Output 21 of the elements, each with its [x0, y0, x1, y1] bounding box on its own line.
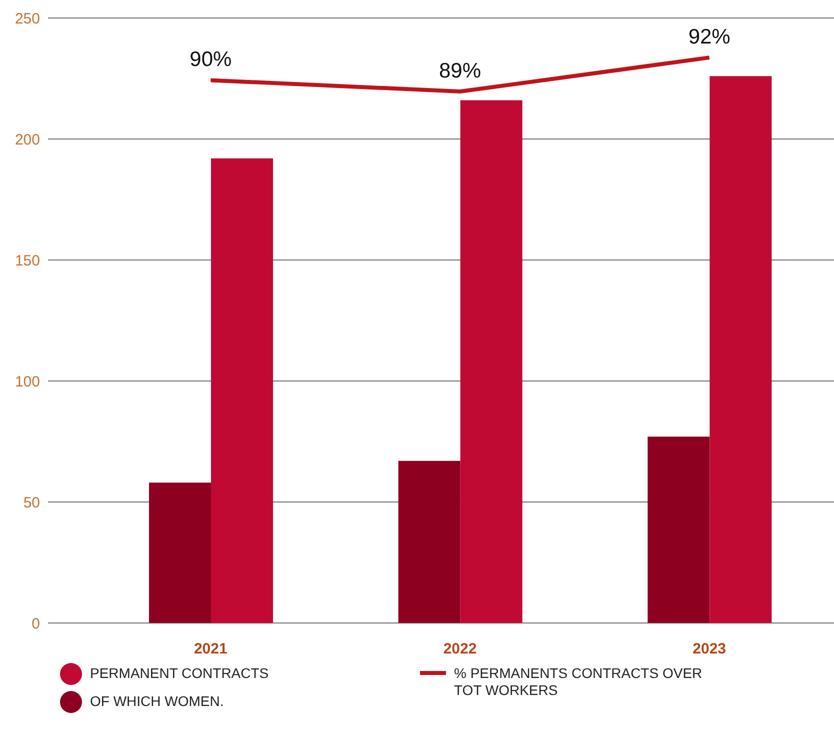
y-tick-label: 0	[32, 615, 40, 632]
x-tick-label: 2022	[443, 640, 477, 658]
y-tick-label: 150	[14, 252, 40, 270]
x-tick-label: 2023	[692, 640, 726, 658]
bar	[710, 76, 772, 623]
data-label: 89%	[438, 60, 482, 83]
legend-label: % PERMANENTS CONTRACTS OVER TOT WORKERS	[454, 664, 704, 699]
bar	[149, 482, 211, 623]
data-label: 92%	[688, 26, 730, 49]
y-tick-label: 50	[23, 494, 40, 512]
bar	[648, 436, 710, 623]
data-label: 90%	[190, 48, 232, 72]
legend-label: PERMANENT CONTRACTS	[90, 664, 269, 682]
bar	[398, 460, 460, 623]
bar	[211, 158, 273, 623]
x-tick-label: 2021	[194, 640, 228, 658]
y-tick-label: 100	[14, 373, 40, 390]
y-tick-label: 200	[14, 131, 40, 148]
legend-label: OF WHICH WOMEN.	[90, 692, 224, 710]
bar	[460, 100, 522, 623]
y-tick-label: 250	[14, 10, 40, 28]
